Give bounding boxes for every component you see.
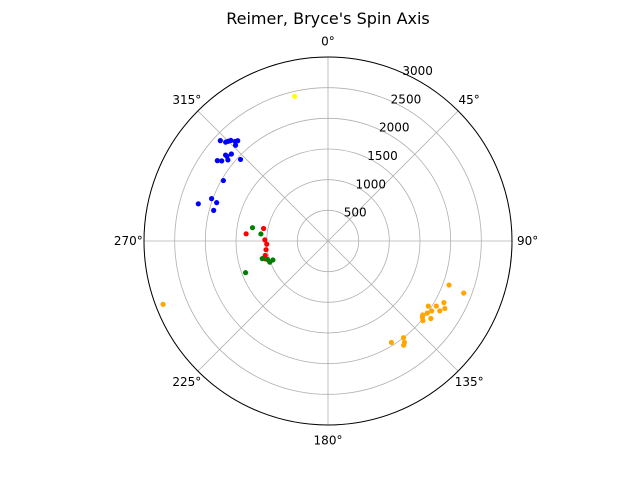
- data-point: [442, 305, 448, 312]
- r-tick-label: 1000: [355, 177, 386, 191]
- theta-tick-label: 180°: [314, 434, 343, 448]
- theta-grid-line: [327, 110, 459, 242]
- data-point: [211, 207, 217, 213]
- data-point: [214, 200, 220, 206]
- data-point: [195, 201, 201, 207]
- polar-spine: [143, 56, 513, 426]
- data-point: [249, 225, 256, 231]
- theta-tick-label: 0°: [321, 34, 335, 48]
- tick-labels: 0° 45° 90° 135° 180° 225° 270° 315° 500 1000 1500 2…: [114, 34, 538, 447]
- data-point: [388, 339, 394, 346]
- chart-title: Reimer, Bryce's Spin Axis: [226, 9, 430, 28]
- grid: [143, 56, 513, 426]
- theta-grid-line: [197, 240, 329, 372]
- data-point: [243, 231, 249, 237]
- data-point: [242, 270, 249, 276]
- data-point: [446, 282, 452, 288]
- data-point: [223, 139, 229, 145]
- data-point: [428, 315, 434, 322]
- data-point: [228, 137, 234, 144]
- data-point: [400, 335, 407, 341]
- r-tick-label: 3000: [402, 64, 433, 78]
- data-point: [214, 158, 220, 164]
- data-point: [262, 237, 268, 243]
- data-point: [220, 177, 226, 184]
- data-point: [267, 259, 273, 265]
- data-point: [237, 156, 244, 163]
- data-point: [461, 290, 467, 296]
- theta-tick-label: 45°: [459, 93, 480, 107]
- data-point: [160, 301, 166, 307]
- data-point: [260, 225, 267, 232]
- data-point: [259, 256, 265, 262]
- data-point: [424, 310, 430, 316]
- data-points: [160, 93, 467, 348]
- theta-tick-label: 225°: [172, 375, 201, 389]
- theta-tick-label: 135°: [455, 375, 484, 389]
- r-tick-label: 2000: [379, 121, 410, 135]
- theta-tick-label: 315°: [172, 93, 201, 107]
- data-point: [224, 153, 230, 159]
- data-point: [219, 158, 225, 164]
- data-point: [425, 303, 431, 309]
- data-point: [401, 342, 407, 348]
- r-tick-label: 2500: [391, 92, 422, 106]
- data-point: [420, 318, 426, 324]
- data-point: [258, 231, 264, 237]
- data-point: [429, 308, 435, 314]
- theta-grid-line: [197, 110, 329, 242]
- data-point: [433, 303, 439, 309]
- r-tick-label: 1500: [367, 149, 398, 163]
- data-point: [208, 196, 215, 202]
- data-point: [292, 93, 298, 99]
- data-point: [437, 308, 443, 314]
- theta-grid-line: [327, 240, 459, 372]
- data-point: [263, 247, 269, 253]
- data-point: [228, 151, 234, 157]
- data-point: [235, 138, 241, 144]
- data-point: [217, 138, 223, 144]
- theta-tick-label: 90°: [517, 234, 538, 248]
- data-point: [264, 241, 270, 247]
- data-point: [441, 300, 447, 306]
- theta-tick-label: 270°: [114, 234, 143, 248]
- r-tick-label: 500: [344, 206, 367, 220]
- data-point: [232, 142, 239, 148]
